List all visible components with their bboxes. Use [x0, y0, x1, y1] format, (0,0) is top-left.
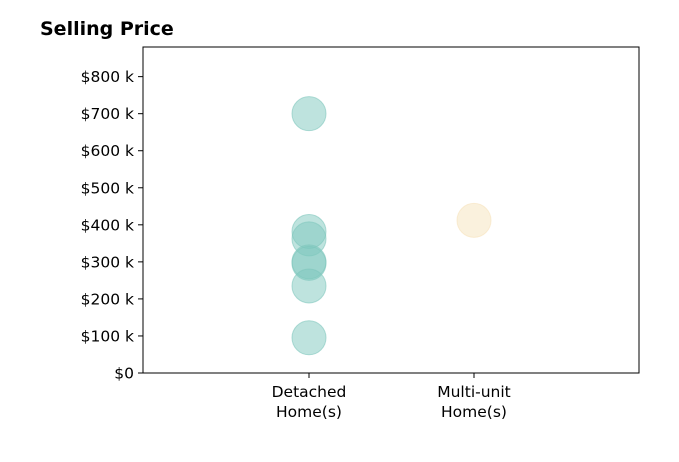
data-point: [291, 320, 327, 356]
chart-title: Selling Price: [40, 18, 174, 40]
y-tick-label: $300 k: [81, 253, 134, 271]
data-point: [291, 268, 327, 304]
y-axis: $0 $100 k $200 k $300 k $400 k $500 k $600 k $7…: [81, 68, 143, 383]
y-tick-label: $700 k: [81, 105, 134, 123]
y-tick-label: $800 k: [81, 68, 134, 86]
x-axis: Detached Home(s) Multi-unit Home(s): [272, 373, 511, 421]
y-tick-label: $0: [114, 365, 134, 383]
data-point: [291, 96, 327, 132]
y-tick-label: $200 k: [81, 290, 134, 308]
data-point: [456, 202, 492, 238]
x-tick-label: Multi-unit Home(s): [437, 383, 511, 421]
y-tick-label: $100 k: [81, 327, 134, 345]
y-tick-label: $400 k: [81, 216, 134, 234]
y-tick-label: $600 k: [81, 142, 134, 160]
data-points: [291, 96, 492, 356]
x-tick-label: Detached Home(s): [272, 383, 347, 421]
y-tick-label: $500 k: [81, 179, 134, 197]
plot-frame: [142, 46, 640, 374]
